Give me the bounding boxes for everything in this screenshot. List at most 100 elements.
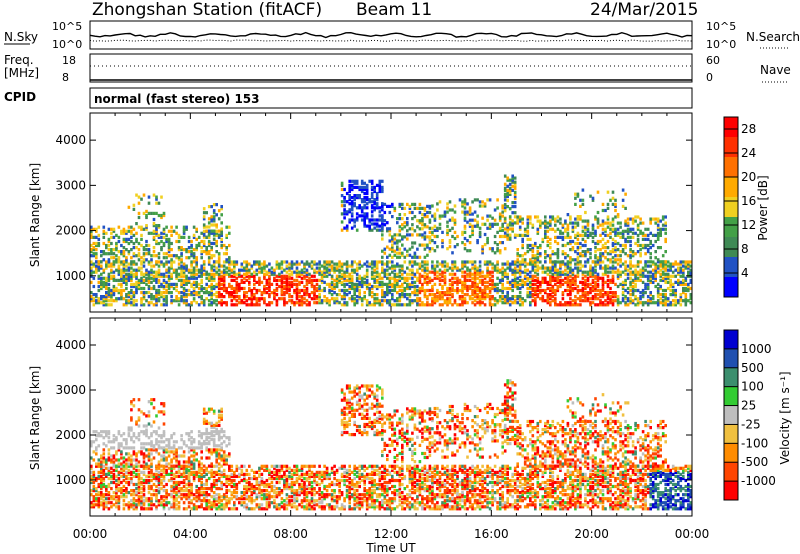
power-echo-cell (388, 284, 392, 289)
power-echo-cell (160, 272, 163, 276)
power-echo-cell (107, 239, 111, 244)
power-echo-cell (155, 276, 158, 280)
power-echo-cell (117, 272, 121, 276)
power-echo-cell (353, 220, 356, 224)
power-echo-cell (107, 274, 111, 278)
power-echo-cell (285, 286, 289, 291)
power-echo-cell (348, 264, 351, 268)
power-echo-cell (601, 246, 605, 250)
power-echo-cell (521, 237, 524, 241)
power-echo-cell (478, 260, 482, 264)
power-echo-cell (97, 243, 101, 248)
power-echo-cell (411, 301, 414, 305)
power-echo-cell (401, 266, 404, 270)
power-echo-cell (579, 297, 582, 301)
power-echo-cell (343, 284, 346, 289)
power-echo-cell (115, 288, 118, 293)
power-echo-cell (564, 303, 567, 307)
power-echo-cell (167, 229, 171, 233)
power-echo-cell (431, 293, 434, 297)
power-echo-cell (340, 266, 344, 270)
power-echo-cell (616, 233, 620, 237)
power-echo-cell (591, 225, 595, 229)
power-echo-cell (518, 219, 522, 223)
power-echo-cell (624, 206, 627, 210)
power-echo-cell (162, 256, 166, 260)
power-echo-cell (122, 239, 126, 244)
power-echo-cell (584, 250, 587, 254)
power-echo-cell (391, 235, 394, 239)
power-echo-cell (220, 270, 223, 274)
velocity-echo-cell (95, 493, 98, 497)
power-echo-cell (180, 246, 183, 250)
power-echo-cell (365, 303, 369, 307)
power-echo-cell (370, 196, 374, 200)
power-echo-cell (340, 303, 344, 307)
velocity-echo-cell (107, 466, 111, 470)
velocity-echo-cell (110, 501, 113, 505)
power-echo-cell (263, 299, 266, 303)
power-echo-cell (165, 303, 168, 307)
power-echo-cell (503, 186, 507, 190)
power-echo-cell (155, 288, 158, 293)
power-echo-cell (102, 299, 106, 303)
power-echo-cell (95, 235, 98, 239)
power-echo-cell (649, 260, 652, 264)
power-echo-cell (348, 284, 351, 289)
power-echo-cell (473, 260, 477, 264)
power-echo-cell (325, 301, 329, 305)
power-echo-cell (503, 192, 507, 196)
power-echo-cell (295, 270, 299, 274)
power-echo-cell (175, 268, 178, 272)
power-echo-cell (97, 225, 101, 229)
power-echo-cell (438, 278, 442, 282)
power-echo-cell (431, 266, 434, 270)
power-echo-cell (137, 215, 141, 220)
power-echo-cell (426, 303, 429, 307)
power-echo-cell (679, 299, 683, 303)
power-echo-cell (258, 270, 261, 274)
power-echo-cell (506, 272, 509, 276)
power-echo-cell (544, 233, 547, 237)
power-echo-cell (368, 264, 371, 268)
power-echo-cell (423, 291, 427, 295)
power-echo-cell (656, 293, 660, 297)
power-echo-cell (486, 270, 489, 274)
power-echo-cell (318, 286, 321, 291)
power-echo-cell (436, 245, 439, 249)
power-echo-cell (340, 297, 344, 301)
power-echo-cell (554, 264, 557, 268)
power-echo-cell (503, 270, 507, 274)
power-echo-cell (318, 270, 321, 274)
velocity-echo-cell (135, 507, 138, 511)
power-echo-cell (423, 280, 427, 284)
power-echo-cell (416, 303, 419, 307)
power-echo-cell (689, 270, 693, 274)
power-echo-cell (130, 303, 133, 307)
power-echo-cell (207, 284, 211, 289)
power-echo-cell (142, 252, 146, 256)
power-echo-cell (689, 278, 693, 282)
velocity-echo-cell (137, 497, 141, 501)
power-echo-cell (127, 250, 131, 254)
power-echo-cell (483, 280, 487, 284)
power-echo-cell (576, 237, 580, 241)
power-echo-cell (192, 233, 196, 237)
power-echo-cell (549, 237, 552, 241)
power-echo-cell (228, 256, 231, 260)
power-echo-cell (152, 264, 156, 268)
power-echo-cell (461, 284, 464, 289)
power-echo-cell (137, 280, 141, 284)
power-echo-cell (629, 301, 632, 305)
power-echo-cell (476, 241, 479, 245)
power-echo-cell (253, 286, 256, 291)
power-echo-cell (300, 270, 304, 274)
power-echo-cell (639, 295, 642, 299)
power-echo-cell (576, 262, 580, 266)
power-echo-cell (629, 262, 632, 266)
power-echo-cell (431, 247, 434, 251)
power-echo-cell (661, 288, 665, 293)
power-echo-cell (636, 215, 640, 219)
power-echo-cell (285, 264, 289, 268)
power-echo-cell (626, 235, 630, 239)
